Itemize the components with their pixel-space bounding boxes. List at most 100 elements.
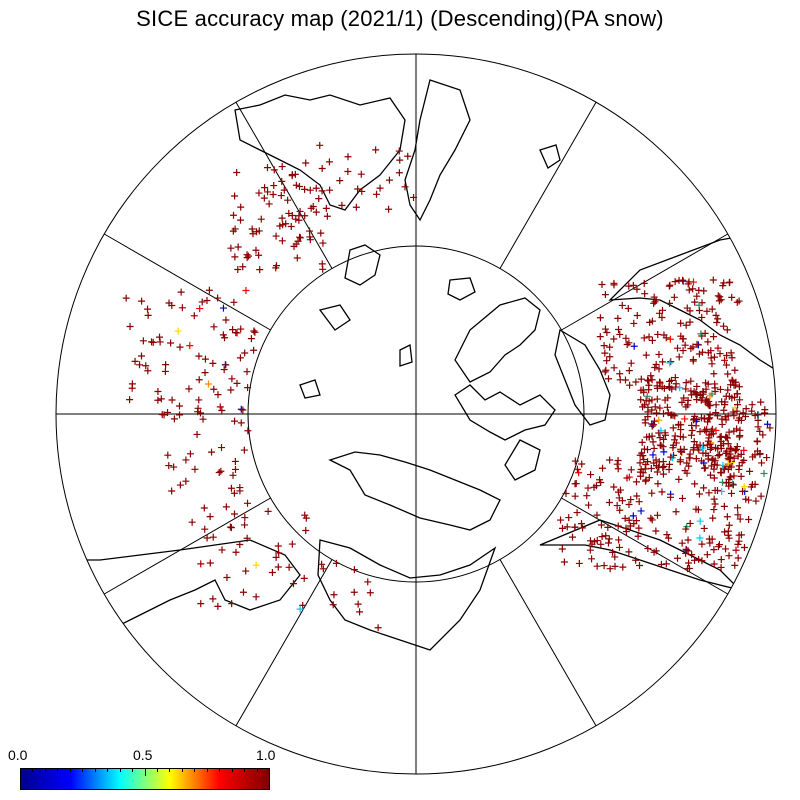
station-marker <box>678 448 686 456</box>
station-marker <box>708 305 716 313</box>
station-marker <box>633 285 641 293</box>
station-marker <box>606 565 614 573</box>
station-marker <box>651 298 659 306</box>
station-marker <box>218 406 226 414</box>
station-marker <box>144 367 152 375</box>
station-marker <box>585 501 593 509</box>
station-marker <box>244 499 252 507</box>
station-marker <box>619 563 627 571</box>
station-marker <box>573 465 581 473</box>
station-marker <box>610 483 618 491</box>
station-marker <box>624 305 632 313</box>
station-marker <box>697 414 705 422</box>
station-marker <box>653 511 661 519</box>
station-marker <box>236 216 244 224</box>
station-marker <box>718 420 726 428</box>
station-marker <box>288 540 296 548</box>
station-marker <box>708 444 716 452</box>
station-marker <box>274 542 282 550</box>
station-marker <box>242 287 250 295</box>
station-marker <box>717 296 725 304</box>
station-marker <box>764 420 772 428</box>
station-marker <box>396 156 404 164</box>
station-marker <box>709 276 717 284</box>
station-marker <box>230 211 238 219</box>
station-marker <box>701 329 709 337</box>
station-marker <box>685 286 693 294</box>
station-marker <box>667 411 675 419</box>
station-marker <box>229 471 237 479</box>
station-marker <box>667 453 675 461</box>
station-marker <box>734 401 742 409</box>
station-marker <box>686 318 694 326</box>
meridian-line <box>235 559 333 727</box>
station-marker <box>722 545 730 553</box>
station-marker <box>176 481 184 489</box>
station-marker <box>728 489 736 497</box>
station-marker <box>733 390 741 398</box>
station-marker <box>229 326 237 334</box>
station-marker <box>292 181 300 189</box>
station-marker <box>237 419 245 427</box>
station-marker <box>716 451 724 459</box>
station-marker <box>700 524 708 532</box>
north-america-coast <box>608 229 776 372</box>
station-marker <box>243 368 251 376</box>
station-marker <box>672 380 680 388</box>
station-marker <box>312 208 320 216</box>
station-marker <box>606 456 614 464</box>
station-marker <box>660 331 668 339</box>
station-marker <box>587 471 595 479</box>
station-marker <box>215 468 223 476</box>
station-marker <box>571 523 579 531</box>
station-marker <box>639 452 647 460</box>
station-marker <box>696 534 704 542</box>
station-marker <box>724 370 732 378</box>
station-marker <box>210 385 218 393</box>
station-marker <box>232 465 240 473</box>
station-marker <box>698 444 706 452</box>
station-marker <box>318 260 326 268</box>
station-marker <box>233 379 241 387</box>
station-marker <box>634 532 642 540</box>
station-marker <box>728 354 736 362</box>
station-marker <box>718 487 726 495</box>
station-marker <box>704 418 712 426</box>
station-marker <box>660 410 668 418</box>
station-marker <box>656 441 664 449</box>
station-marker <box>558 524 566 532</box>
station-marker <box>162 361 170 369</box>
station-marker <box>720 440 728 448</box>
station-marker <box>282 220 290 228</box>
station-marker <box>209 359 217 367</box>
station-marker <box>318 187 326 195</box>
station-marker <box>674 554 682 562</box>
station-marker <box>604 523 612 531</box>
station-marker <box>142 362 150 370</box>
station-marker <box>695 490 703 498</box>
station-marker <box>625 500 633 508</box>
station-marker <box>257 215 265 223</box>
station-marker <box>695 350 703 358</box>
station-marker <box>637 507 645 515</box>
station-marker <box>671 412 679 420</box>
alaska-coast <box>234 94 406 211</box>
station-marker <box>277 192 285 200</box>
station-marker <box>633 311 641 319</box>
station-marker <box>247 335 255 343</box>
station-marker <box>621 376 629 384</box>
station-marker <box>622 334 630 342</box>
station-marker <box>354 600 362 608</box>
station-marker <box>699 387 707 395</box>
station-marker <box>256 266 264 274</box>
station-marker <box>684 536 692 544</box>
station-marker <box>643 433 651 441</box>
station-marker <box>725 392 733 400</box>
station-marker <box>687 377 695 385</box>
station-marker <box>571 457 579 465</box>
station-marker <box>372 146 380 154</box>
meridian-line <box>561 497 729 595</box>
station-marker <box>724 527 732 535</box>
station-marker <box>622 524 630 532</box>
station-marker <box>222 316 230 324</box>
